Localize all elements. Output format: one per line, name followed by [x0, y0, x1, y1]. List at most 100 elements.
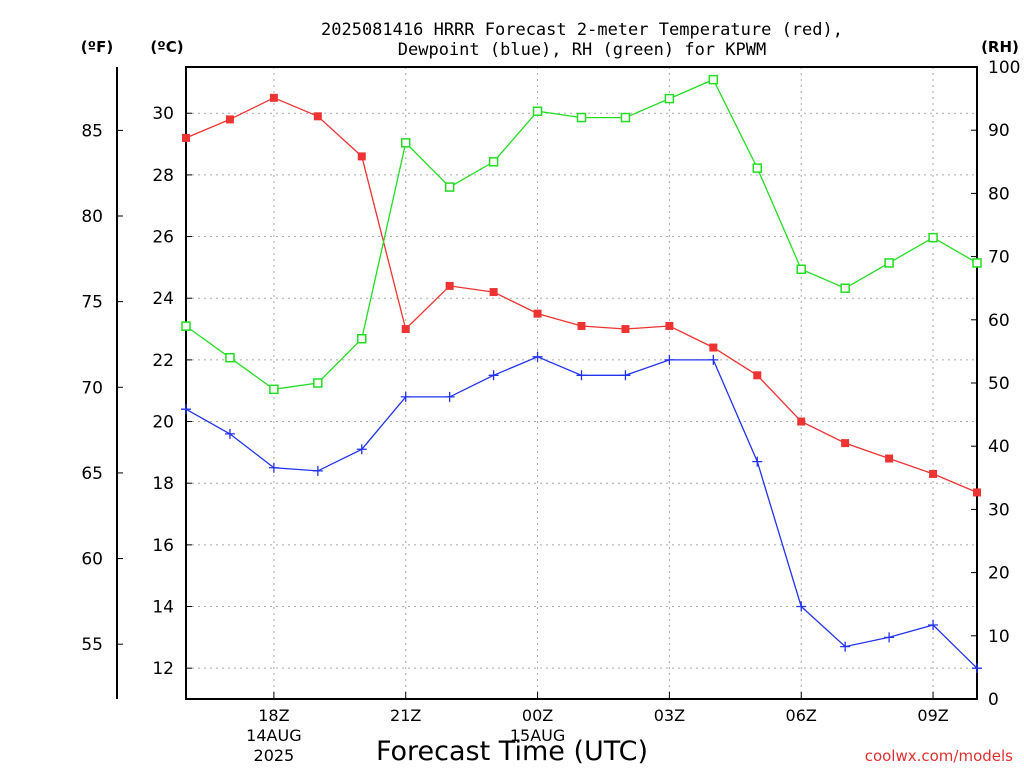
fahrenheit-tick-label: 60: [81, 550, 103, 570]
data-point: [357, 152, 366, 161]
data-point: [488, 370, 499, 381]
data-point: [444, 391, 455, 402]
celsius-tick-label: 26: [152, 228, 174, 248]
fahrenheit-tick-label: 65: [81, 464, 103, 484]
data-point: [972, 258, 982, 268]
x-axis-title: Forecast Time (UTC): [376, 736, 648, 767]
data-point: [928, 232, 938, 243]
celsius-tick-label: 22: [152, 351, 174, 371]
series-line: [185, 356, 978, 669]
x-tick-label: 18Z: [258, 706, 289, 725]
x-tick-sublabel: 14AUG: [246, 726, 301, 745]
data-point: [532, 351, 543, 362]
fahrenheit-tick-label: 70: [81, 378, 103, 398]
data-point: [709, 343, 718, 352]
data-point: [268, 462, 279, 473]
data-point: [312, 465, 323, 476]
series-line: [185, 97, 978, 493]
x-tick-label: 00Z: [522, 706, 553, 725]
data-point: [356, 444, 367, 455]
data-point: [533, 309, 542, 318]
data-point: [269, 384, 279, 395]
data-point: [488, 157, 499, 167]
celsius-tick-label: 12: [152, 659, 174, 679]
x-tick-sublabel: 2025: [254, 746, 295, 765]
data-point: [620, 370, 631, 381]
celsius-tick-label: 16: [152, 536, 174, 556]
axes: 55 60 65 70 75 80 85 12 14 16 18 20 22 24 26 28 30 0 10 20 3…: [81, 58, 1020, 765]
data-point: [885, 454, 894, 463]
fahrenheit-tick-label: 55: [81, 635, 103, 655]
data-point: [884, 632, 895, 643]
data-point: [973, 488, 981, 497]
rh-tick-label: 40: [988, 437, 1010, 457]
data-point: [841, 439, 850, 448]
data-point: [796, 601, 807, 612]
data-point: [972, 663, 982, 674]
data-point: [752, 163, 763, 173]
data-point: [840, 641, 851, 652]
fahrenheit-tick-label: 75: [81, 293, 103, 313]
chart-title-line2: Dewpoint (blue), RH (green) for KPWM: [398, 40, 766, 60]
rh-tick-label: 50: [988, 374, 1010, 394]
data-point: [576, 370, 587, 381]
data-point: [840, 283, 850, 293]
data-point: [444, 182, 455, 192]
data-point: [708, 74, 719, 85]
data-point: [489, 288, 498, 297]
data-point: [797, 417, 806, 426]
fahrenheit-unit-label: (ºF): [81, 38, 113, 56]
series-dewpoint: [181, 351, 982, 674]
data-point: [225, 115, 234, 124]
data-point: [664, 93, 675, 104]
celsius-unit-label: (ºC): [150, 38, 183, 56]
data-point: [532, 106, 543, 116]
data-point: [577, 321, 586, 330]
rh-unit-label: (RH): [981, 38, 1019, 56]
x-tick-label: 21Z: [390, 706, 421, 725]
data-point: [884, 258, 894, 268]
rh-tick-label: 0: [988, 690, 999, 710]
rh-tick-label: 60: [988, 311, 1010, 331]
fahrenheit-tick-label: 80: [81, 207, 103, 227]
data-series: [181, 74, 982, 674]
data-point: [576, 112, 587, 123]
x-tick-label: 03Z: [654, 706, 685, 725]
data-point: [401, 325, 410, 334]
data-point: [665, 321, 674, 330]
x-tick-label: 09Z: [917, 706, 948, 725]
rh-tick-label: 30: [988, 500, 1010, 520]
data-point: [357, 334, 367, 344]
data-point: [400, 391, 411, 402]
data-point: [708, 354, 719, 365]
data-point: [269, 93, 278, 102]
data-point: [620, 112, 631, 123]
grid-lines: [186, 67, 977, 699]
data-point: [225, 352, 235, 363]
data-point: [928, 620, 939, 631]
data-point: [313, 378, 323, 388]
plot-frame: [185, 66, 978, 700]
x-tick-label: 06Z: [786, 706, 817, 725]
rh-tick-label: 10: [988, 627, 1010, 647]
rh-tick-label: 70: [988, 248, 1010, 268]
data-point: [752, 456, 763, 467]
data-point: [181, 321, 191, 331]
data-point: [929, 469, 938, 478]
celsius-tick-label: 14: [152, 598, 174, 618]
credit-link[interactable]: coolwx.com/models: [865, 747, 1013, 765]
celsius-tick-label: 18: [152, 474, 174, 494]
data-point: [664, 354, 675, 365]
data-point: [313, 112, 322, 121]
series-rh: [181, 74, 982, 395]
celsius-tick-label: 28: [152, 166, 174, 186]
series-line: [185, 78, 978, 390]
data-point: [753, 371, 762, 380]
data-point: [621, 325, 630, 334]
series-temperature: [182, 93, 981, 497]
data-point: [181, 404, 191, 415]
data-point: [445, 281, 454, 290]
x-tick-sublabel: 15AUG: [510, 726, 565, 745]
rh-tick-label: 100: [988, 58, 1020, 78]
